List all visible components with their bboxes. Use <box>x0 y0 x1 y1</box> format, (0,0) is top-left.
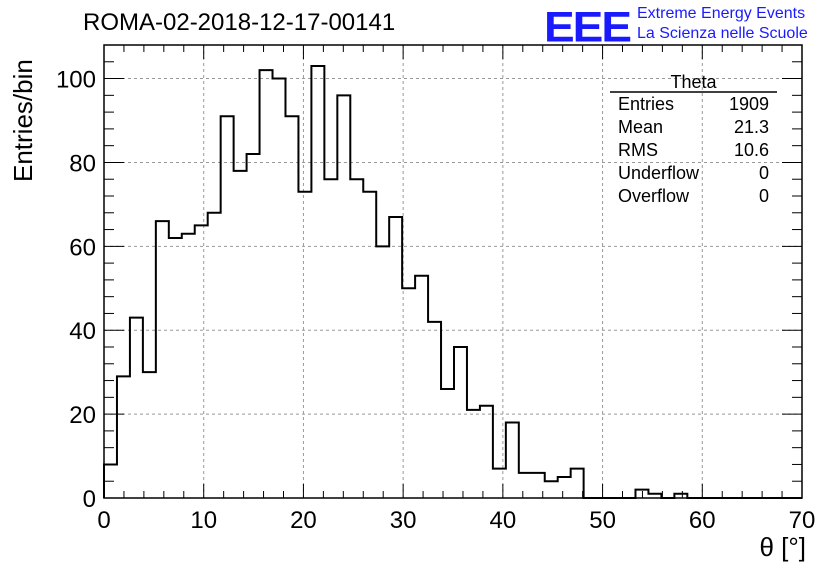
x-tick-label: 0 <box>97 507 110 534</box>
y-axis-label: Entries/bin <box>8 59 38 182</box>
x-tick-label: 60 <box>689 507 716 534</box>
stats-value-rms: 10.6 <box>734 140 769 160</box>
x-tick-label: 20 <box>290 507 317 534</box>
axis-ticks <box>103 44 803 499</box>
x-tick-label: 10 <box>190 507 217 534</box>
logo-text: Extreme Energy Events La Scienza nelle S… <box>637 4 808 44</box>
stats-value-entries: 1909 <box>729 94 769 114</box>
stats-label-rms: RMS <box>618 140 658 160</box>
x-tick-label: 30 <box>390 507 417 534</box>
x-axis-label: θ [°] <box>759 532 806 562</box>
x-tick-label: 40 <box>490 507 517 534</box>
histogram-outline <box>103 64 802 499</box>
grid-lines <box>104 45 802 498</box>
stats-label-underflow: Underflow <box>618 163 700 183</box>
chart-title: ROMA-02-2018-12-17-00141 <box>83 9 396 36</box>
stats-box-name: Theta <box>670 72 717 92</box>
y-tick-label: 80 <box>69 150 96 177</box>
stats-label-entries: Entries <box>618 94 674 114</box>
y-tick-label: 0 <box>83 486 96 513</box>
stats-value-mean: 21.3 <box>734 117 769 137</box>
y-tick-label: 60 <box>69 234 96 261</box>
stats-label-overflow: Overflow <box>618 186 690 206</box>
logo-line1: Extreme Energy Events <box>637 5 806 22</box>
tick-labels: 0 10 20 30 40 50 60 70 0 20 40 60 80 100 <box>56 67 815 534</box>
y-tick-label: 20 <box>69 402 96 429</box>
y-tick-label: 100 <box>56 67 96 94</box>
x-tick-label: 50 <box>589 507 616 534</box>
plot-frame <box>103 44 803 499</box>
logo-line2: La Scienza nelle Scuole <box>637 25 808 42</box>
stats-value-overflow: 0 <box>759 186 769 206</box>
eee-logo: EEE <box>544 3 632 51</box>
x-tick-label: 70 <box>789 507 816 534</box>
stats-label-mean: Mean <box>618 117 663 137</box>
y-tick-label: 40 <box>69 318 96 345</box>
stats-value-underflow: 0 <box>759 163 769 183</box>
